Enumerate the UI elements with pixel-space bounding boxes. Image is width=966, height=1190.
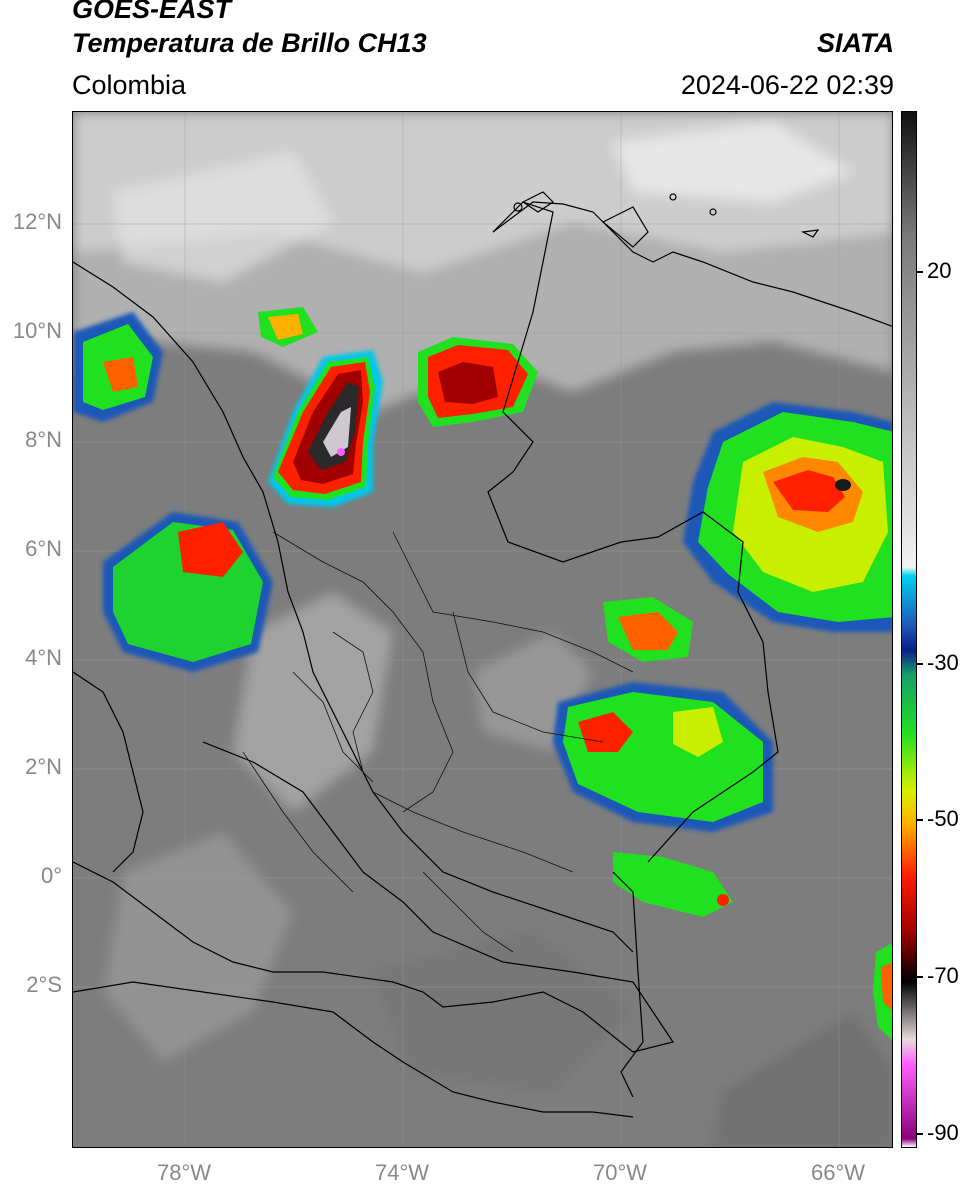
colorbar-tick-minus50: [917, 819, 923, 821]
storm-cluster-catatumbo: [418, 337, 538, 427]
lon-label-74w: 74°W: [374, 1160, 430, 1185]
colorbar: [901, 111, 917, 1148]
lat-label-2n: 2°N: [25, 754, 62, 779]
colorbar-label-minus50: -50: [927, 806, 959, 831]
region-label: Colombia: [72, 70, 187, 100]
colorbar-label-minus90: -90: [927, 1120, 959, 1145]
coastlines: [73, 191, 892, 873]
lon-label-70w: 70°W: [592, 1160, 648, 1185]
colorbar-label-20: 20: [927, 258, 952, 283]
colorbar-tick-minus90: [917, 1133, 923, 1135]
source-label: SIATA: [817, 28, 894, 58]
lat-label-8n: 8°N: [25, 427, 62, 452]
colorbar-label-minus30: -30: [927, 650, 959, 675]
lat-label-4n: 4°N: [25, 645, 62, 670]
colorbar-tick-minus30: [917, 663, 923, 665]
colorbar-tick-minus70: [917, 976, 923, 978]
lon-label-66w: 66°W: [810, 1160, 866, 1185]
cloud-texture: [73, 112, 892, 1147]
convective-cells: [73, 307, 892, 1041]
storm-cluster-southeast: [553, 682, 773, 917]
colorbar-tick-20: [917, 271, 923, 273]
map-svg: [73, 112, 892, 1147]
lon-label-78w: 78°W: [156, 1160, 212, 1185]
title-block: GOES-EAST Temperatura de Brillo CH13 Col…: [72, 0, 894, 104]
satellite-title: GOES-EAST: [72, 0, 232, 24]
product-title: Temperatura de Brillo CH13: [72, 28, 427, 58]
storm-cluster-pacific: [103, 512, 273, 672]
lat-label-2s: 2°S: [26, 972, 62, 997]
storm-cluster-central-magdalena: [268, 350, 383, 507]
lat-label-0: 0°: [40, 863, 62, 888]
storm-cluster-orinoco: [603, 597, 693, 662]
lat-label-12n: 12°N: [12, 209, 62, 234]
colorbar-label-minus70: -70: [927, 963, 959, 988]
storm-cluster-north-coast: [73, 307, 318, 422]
lat-label-10n: 10°N: [12, 318, 62, 343]
storm-cluster-far-east: [873, 943, 892, 1041]
datetime-label: 2024-06-22 02:39: [680, 70, 894, 100]
satellite-map[interactable]: [72, 111, 893, 1148]
admin-borders: [242, 531, 634, 953]
lat-label-6n: 6°N: [25, 536, 62, 561]
storm-cluster-east-venezuela: [683, 402, 892, 632]
country-borders: [73, 201, 779, 1118]
